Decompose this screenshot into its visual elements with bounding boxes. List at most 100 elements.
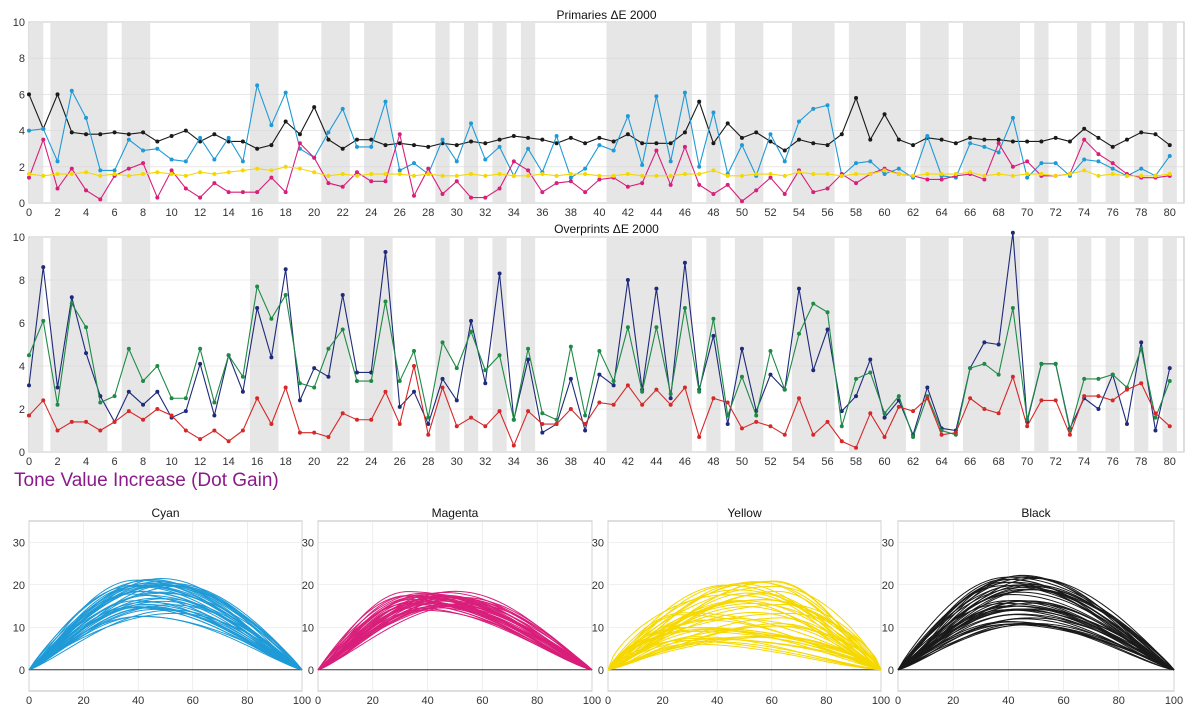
data-point: [383, 299, 388, 304]
data-point: [283, 119, 288, 124]
tvi-curve: [317, 594, 593, 671]
data-point: [754, 188, 759, 193]
x-tick-label: 54: [793, 456, 805, 468]
data-point: [169, 396, 174, 401]
tvi-curve: [607, 593, 882, 671]
data-point: [754, 419, 759, 424]
data-point: [896, 166, 901, 171]
data-point: [27, 92, 31, 97]
data-point: [255, 305, 260, 310]
data-point: [511, 134, 516, 139]
data-point: [297, 141, 302, 146]
chart-title: Overprints ΔE 2000: [554, 222, 659, 236]
x-tick-label: 80: [1113, 695, 1125, 707]
tvi-curve: [897, 583, 1175, 671]
data-point: [1082, 168, 1087, 173]
x-tick-label: 22: [337, 207, 349, 219]
x-tick-label: 4: [83, 207, 89, 219]
data-point: [426, 432, 431, 437]
data-point: [654, 325, 659, 330]
x-tick-label: 26: [394, 456, 406, 468]
data-point: [1153, 173, 1158, 178]
data-point: [768, 139, 773, 144]
data-point: [682, 385, 687, 390]
data-point: [597, 400, 602, 405]
x-tick-label: 20: [308, 207, 320, 219]
data-point: [141, 130, 146, 135]
data-point: [1082, 157, 1087, 162]
data-point: [141, 172, 146, 177]
x-tick-label: 0: [895, 695, 901, 707]
data-point: [797, 396, 801, 401]
data-point: [1096, 407, 1101, 411]
data-point: [240, 190, 245, 195]
data-point: [226, 353, 231, 358]
shaded-band: [435, 23, 450, 203]
data-point: [511, 417, 516, 422]
data-point: [625, 132, 630, 137]
data-point: [953, 141, 958, 146]
data-point: [725, 182, 730, 187]
data-point: [497, 186, 502, 191]
data-point: [198, 361, 203, 366]
x-tick-label: 40: [421, 695, 433, 707]
data-point: [312, 170, 317, 175]
data-point: [55, 159, 60, 164]
x-tick-label: 76: [1107, 207, 1119, 219]
data-point: [996, 372, 1001, 377]
data-point: [255, 146, 260, 151]
data-point: [169, 134, 174, 139]
x-tick-label: 6: [111, 207, 117, 219]
data-point: [1039, 172, 1044, 177]
data-point: [340, 293, 345, 298]
tvi-curve: [897, 618, 1175, 671]
data-point: [811, 172, 816, 177]
data-point: [55, 402, 60, 407]
data-point: [768, 132, 773, 137]
data-point: [825, 172, 830, 177]
data-point: [640, 402, 645, 407]
data-point: [854, 394, 859, 399]
data-point: [911, 173, 916, 178]
data-point: [625, 383, 630, 388]
shaded-band: [250, 23, 279, 203]
data-point: [839, 173, 844, 178]
data-point: [1167, 143, 1172, 148]
x-tick-label: 52: [764, 207, 776, 219]
data-point: [240, 139, 245, 144]
x-tick-label: 40: [132, 695, 144, 707]
data-point: [397, 172, 402, 177]
data-point: [198, 135, 203, 140]
x-tick-label: 20: [947, 695, 959, 707]
x-tick-label: 20: [367, 695, 379, 707]
data-point: [397, 141, 402, 146]
x-tick-label: 0: [26, 207, 32, 219]
data-point: [69, 295, 74, 300]
data-point: [554, 417, 559, 422]
data-point: [141, 379, 146, 384]
data-point: [925, 134, 930, 139]
data-point: [1110, 398, 1115, 403]
data-point: [825, 419, 830, 424]
y-tick-label: 2: [19, 404, 25, 416]
data-point: [939, 172, 944, 177]
shaded-band: [734, 238, 764, 452]
x-tick-label: 46: [679, 207, 691, 219]
data-point: [768, 348, 773, 353]
data-point: [739, 374, 744, 379]
data-point: [454, 424, 459, 429]
x-tick-label: 20: [308, 456, 320, 468]
data-point: [412, 389, 416, 394]
data-point: [412, 173, 416, 178]
tvi-curve: [317, 596, 593, 671]
data-point: [511, 443, 516, 448]
data-point: [383, 172, 388, 177]
x-tick-label: 76: [1107, 456, 1119, 468]
data-point: [554, 141, 559, 146]
data-point: [540, 422, 545, 427]
data-point: [183, 173, 188, 178]
data-point: [112, 172, 117, 177]
data-point: [682, 305, 687, 310]
data-point: [126, 132, 131, 137]
data-point: [340, 146, 345, 151]
